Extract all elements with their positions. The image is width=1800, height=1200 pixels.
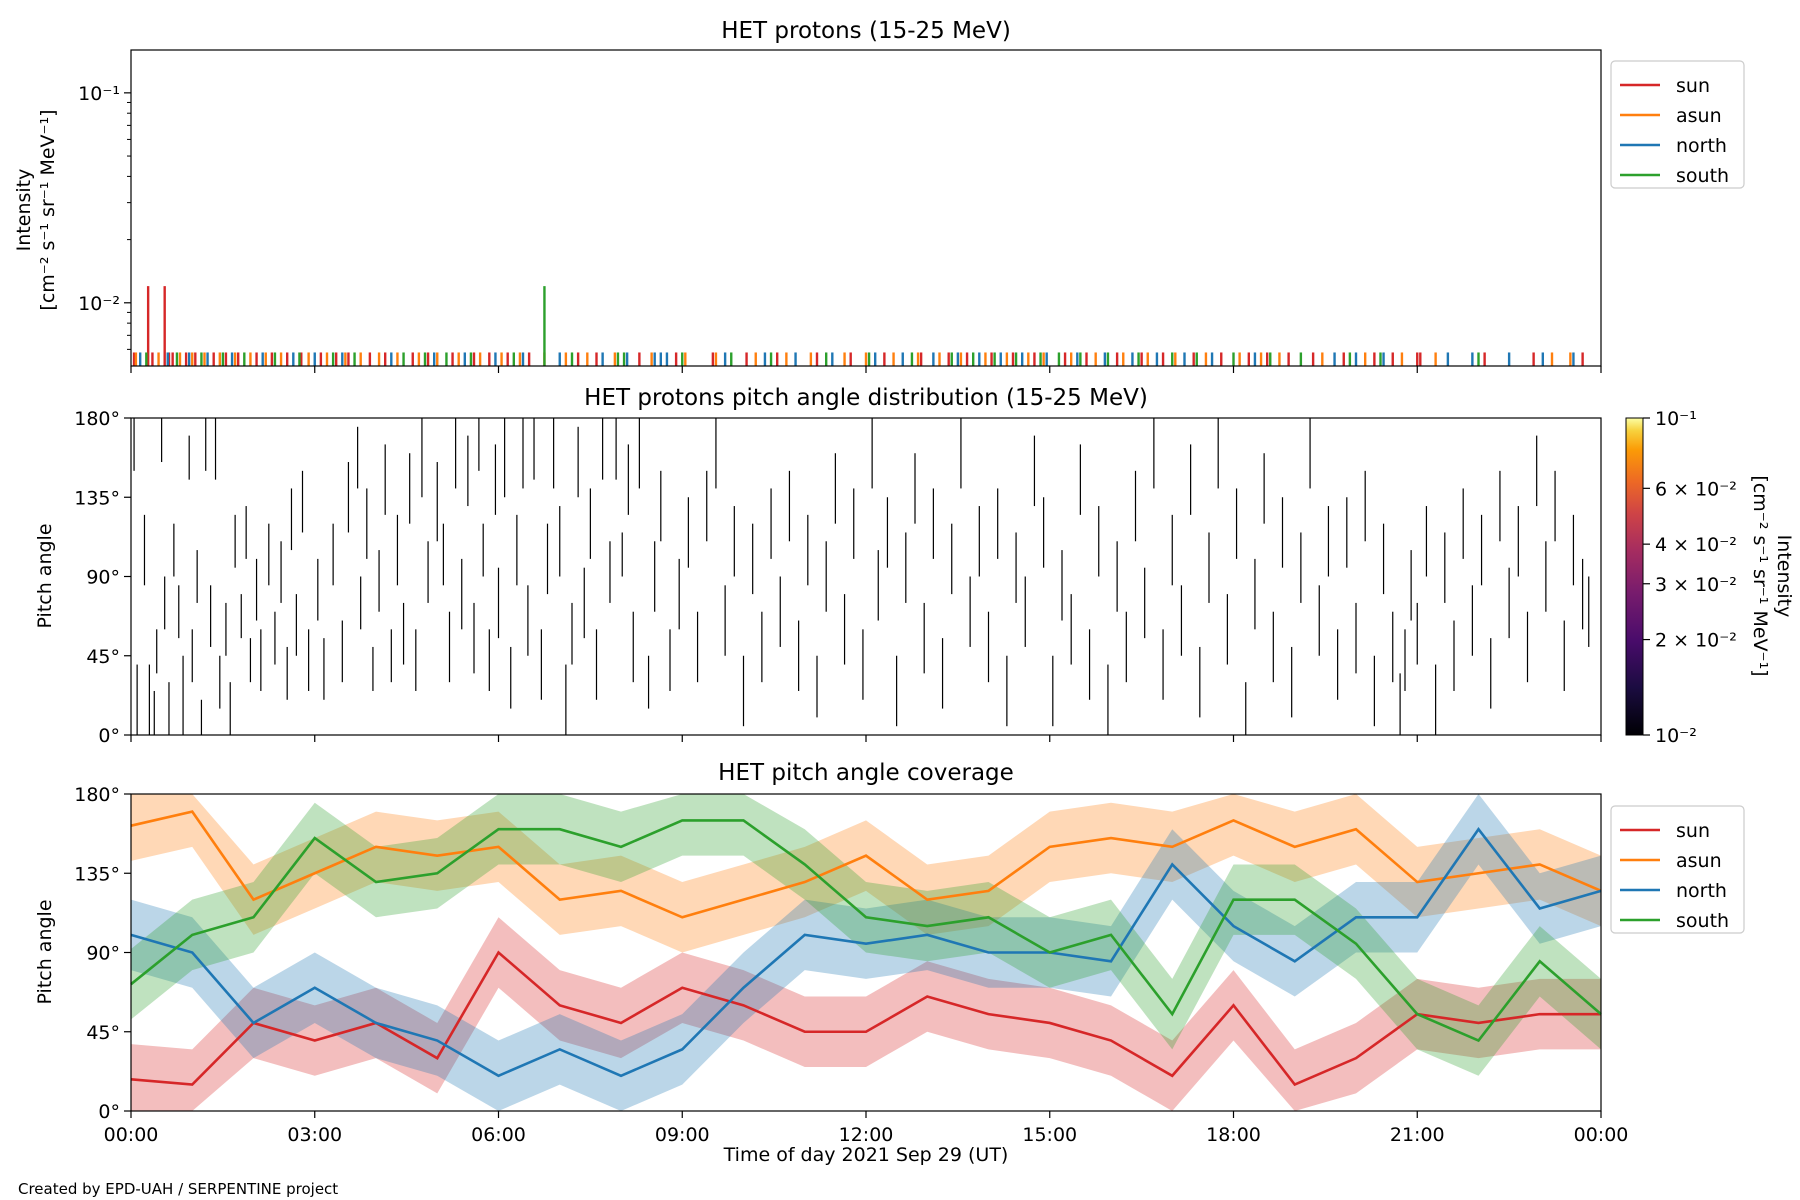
- intensity-series: [132, 286, 1584, 366]
- colorbar-tick-label: 10⁻¹: [1655, 408, 1697, 430]
- colorbar-label: Intensity: [1773, 535, 1795, 618]
- band-asun: [131, 794, 1601, 953]
- intensity-y-tick-label: 10⁻²: [78, 293, 120, 315]
- pitch-angle-distribution-panel: HET protons pitch angle distribution (15…: [34, 385, 1795, 747]
- band-sun: [131, 917, 1601, 1111]
- legend-label-sun: sun: [1676, 820, 1710, 842]
- legend-label-south: south: [1676, 165, 1729, 187]
- pad-x-ticks: [130, 735, 1602, 742]
- intensity-y-ticks: 10⁻² 10⁻¹: [78, 83, 131, 350]
- x-tick-label: 00:00: [1574, 1124, 1629, 1146]
- x-tick-label: 12:00: [839, 1124, 894, 1146]
- series-south-spikes: [145, 286, 1480, 366]
- pad-panel-title: HET protons pitch angle distribution (15…: [584, 385, 1148, 411]
- series-sun-spikes: [132, 286, 1584, 366]
- y-tick-label: 90°: [86, 567, 120, 589]
- x-tick-label: 06:00: [471, 1124, 526, 1146]
- band-north: [131, 794, 1601, 1111]
- line-north: [130, 827, 1602, 1078]
- coverage-plot-frame: [130, 793, 1602, 1112]
- coverage-legend: sun asun north south: [1610, 805, 1745, 934]
- legend-label-asun: asun: [1676, 105, 1722, 127]
- intensity-ylabel-units: [cm⁻² s⁻¹ sr⁻¹ MeV⁻¹]: [37, 109, 59, 310]
- pitch-angle-coverage-panel: HET pitch angle coverage Pitch angle 0° 4…: [34, 760, 1745, 1166]
- band-south: [131, 794, 1601, 1076]
- coverage-ylabel: Pitch angle: [34, 899, 56, 1004]
- colorbar-tick-label: 3 × 10⁻²: [1655, 574, 1737, 596]
- pad-segments: [133, 418, 1590, 735]
- intensity-panel-title: HET protons (15-25 MeV): [721, 18, 1011, 44]
- intensity-legend: sun asun north south: [1610, 60, 1745, 189]
- pad-plot-frame: [130, 417, 1602, 736]
- series-north-spikes: [138, 352, 1575, 366]
- intensity-plot-frame: [130, 49, 1602, 367]
- colorbar-units: [cm⁻² s⁻¹ sr⁻¹ MeV⁻¹]: [1749, 475, 1771, 676]
- intensity-panel: HET protons (15-25 MeV) Intensity [cm⁻² …: [13, 18, 1745, 373]
- legend-label-north: north: [1676, 135, 1727, 157]
- series-asun-spikes: [134, 352, 1572, 366]
- legend-label-south: south: [1676, 910, 1729, 932]
- legend-box: [1610, 60, 1745, 189]
- x-tick-label: 00:00: [104, 1124, 159, 1146]
- colorbar-ticks: 10⁻¹ 6 × 10⁻² 4 × 10⁻² 3 × 10⁻² 2 × 10⁻² 10⁻²: [1643, 408, 1737, 747]
- colorbar: 10⁻¹ 6 × 10⁻² 4 × 10⁻² 3 × 10⁻² 2 × 10⁻² 10⁻²…: [1625, 408, 1795, 747]
- y-tick-label: 135°: [74, 487, 120, 509]
- intensity-x-ticks: [130, 366, 1602, 373]
- legend-box: [1610, 805, 1745, 934]
- x-tick-label: 18:00: [1206, 1124, 1261, 1146]
- coverage-panel-title: HET pitch angle coverage: [718, 760, 1014, 786]
- coverage-y-ticks: 0° 45° 90° 135° 180°: [74, 784, 131, 1123]
- pad-ylabel: Pitch angle: [34, 523, 56, 628]
- colorbar-tick-label: 4 × 10⁻²: [1655, 534, 1737, 556]
- colorbar-gradient: [1625, 417, 1644, 736]
- y-tick-label: 45°: [86, 646, 120, 668]
- colorbar-tick-label: 2 × 10⁻²: [1655, 630, 1737, 652]
- line-south: [130, 819, 1602, 1043]
- y-tick-label: 90°: [86, 943, 120, 965]
- credit-text: Created by EPD-UAH / SERPENTINE project: [18, 1180, 338, 1198]
- coverage-x-ticks: 00:00 03:00 06:00 09:00 12:00 15:00 18:00 21:00…: [104, 1111, 1629, 1146]
- x-axis-label: Time of day 2021 Sep 29 (UT): [723, 1144, 1009, 1166]
- y-tick-label: 0°: [98, 1101, 120, 1123]
- x-tick-label: 03:00: [287, 1124, 342, 1146]
- intensity-ylabel: Intensity: [13, 169, 35, 252]
- legend-label-north: north: [1676, 880, 1727, 902]
- y-tick-label: 180°: [74, 784, 120, 806]
- legend-label-sun: sun: [1676, 75, 1710, 97]
- y-tick-label: 135°: [74, 863, 120, 885]
- coverage-series: [130, 794, 1602, 1111]
- y-tick-label: 45°: [86, 1022, 120, 1044]
- x-tick-label: 15:00: [1022, 1124, 1077, 1146]
- line-asun: [130, 810, 1602, 919]
- colorbar-tick-label: 10⁻²: [1655, 725, 1697, 747]
- y-tick-label: 0°: [98, 725, 120, 747]
- y-tick-label: 180°: [74, 408, 120, 430]
- x-tick-label: 09:00: [655, 1124, 710, 1146]
- x-tick-label: 21:00: [1390, 1124, 1445, 1146]
- legend-label-asun: asun: [1676, 850, 1722, 872]
- intensity-y-tick-label: 10⁻¹: [78, 83, 120, 105]
- colorbar-tick-label: 6 × 10⁻²: [1655, 478, 1737, 500]
- pad-y-ticks: 0° 45° 90° 135° 180°: [74, 408, 131, 747]
